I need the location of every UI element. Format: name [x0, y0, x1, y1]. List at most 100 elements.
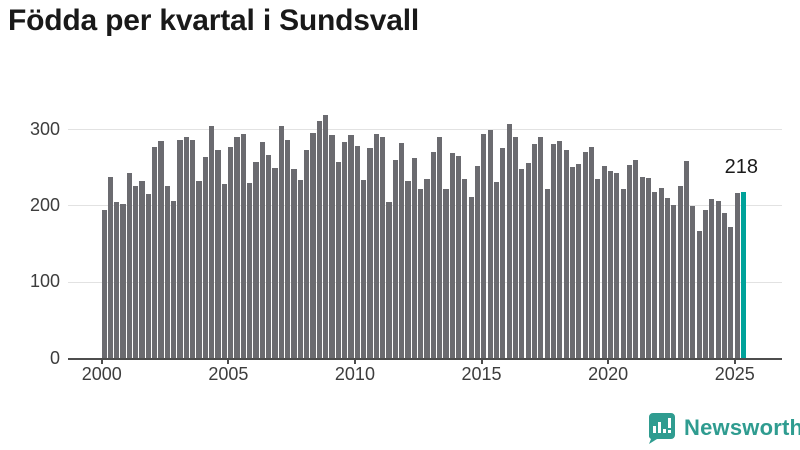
bar	[493, 181, 500, 358]
bar	[645, 177, 652, 358]
bar	[373, 133, 379, 358]
bar	[443, 188, 449, 358]
bar	[107, 177, 114, 358]
bar	[215, 150, 221, 358]
x-axis-label-2000: 2000	[81, 364, 122, 384]
x-axis-tick-2025	[733, 358, 736, 364]
bar	[512, 136, 519, 358]
bar	[126, 173, 132, 358]
bar	[531, 143, 538, 358]
bar	[728, 227, 734, 358]
x-axis-tick-2010	[353, 358, 356, 364]
bar	[601, 165, 607, 358]
bar	[392, 160, 398, 358]
bar	[436, 137, 443, 358]
x-axis-label-2020: 2020	[588, 364, 629, 384]
y-axis-label-0: 0	[49, 347, 60, 368]
bar	[240, 134, 246, 358]
bar	[329, 135, 335, 358]
x-axis-label-2005: 2005	[208, 364, 249, 384]
bar	[626, 164, 633, 358]
bar	[310, 132, 316, 358]
bar	[430, 151, 436, 358]
bar	[715, 200, 721, 358]
bar	[278, 125, 284, 358]
bar	[253, 161, 259, 358]
bar	[101, 209, 107, 358]
gridline-300	[68, 129, 782, 130]
bar	[152, 147, 158, 358]
bar	[449, 153, 455, 358]
y-axis-label-300: 300	[29, 118, 60, 139]
x-axis-tick-2015	[480, 358, 483, 364]
bar	[405, 180, 411, 358]
x-axis-label-2010: 2010	[334, 364, 375, 384]
bar	[455, 155, 462, 358]
bar	[202, 157, 208, 358]
highlighted-bar	[740, 191, 747, 358]
bar	[399, 142, 405, 358]
bar	[304, 149, 310, 358]
bar	[266, 154, 272, 358]
bar	[633, 160, 639, 358]
bar	[335, 161, 341, 358]
bar	[171, 200, 177, 358]
bar	[411, 158, 417, 358]
bar	[342, 142, 348, 358]
bar	[380, 136, 386, 358]
bar	[158, 141, 164, 358]
bar	[297, 180, 303, 358]
latest-value-label: 218	[724, 156, 758, 178]
bar	[196, 180, 202, 358]
bar	[569, 167, 576, 358]
bar	[696, 231, 702, 358]
bar	[221, 183, 227, 358]
bar	[563, 149, 569, 358]
bar	[614, 173, 620, 358]
bar	[474, 166, 481, 358]
bar	[348, 135, 354, 358]
bar	[386, 201, 392, 358]
bar	[323, 115, 329, 358]
bar	[671, 204, 677, 358]
bar	[525, 162, 531, 358]
chart-title: Födda per kvartal i Sundsvall	[8, 4, 419, 37]
bar	[721, 212, 728, 358]
bar	[424, 179, 430, 358]
bar	[247, 183, 253, 358]
bar	[582, 151, 588, 358]
bar	[361, 180, 367, 358]
bar	[639, 177, 645, 358]
bar	[481, 133, 487, 358]
bar	[316, 120, 322, 358]
bar	[550, 143, 557, 358]
newsworthy-bubble-chart-icon	[646, 412, 676, 444]
bar	[658, 187, 664, 358]
bar	[734, 193, 740, 358]
y-axis-label-100: 100	[29, 271, 60, 292]
bar	[595, 179, 601, 358]
bar	[690, 206, 696, 358]
bar	[291, 169, 297, 358]
bar	[259, 142, 265, 358]
bar	[576, 164, 582, 358]
bar	[607, 171, 614, 358]
bar	[500, 148, 506, 358]
bar	[114, 201, 120, 358]
bar	[519, 168, 525, 358]
bar	[228, 147, 234, 358]
bar	[468, 196, 474, 358]
bar	[588, 147, 595, 358]
bar	[120, 203, 126, 358]
bar	[487, 129, 493, 358]
bar	[702, 209, 709, 358]
bar	[538, 137, 544, 358]
bar	[272, 167, 278, 358]
bar	[677, 186, 683, 358]
bar	[709, 199, 715, 358]
bar	[209, 125, 215, 358]
newsworthy-logo-text: Newsworthy	[684, 415, 800, 440]
bar	[652, 191, 658, 358]
bar	[133, 186, 139, 358]
